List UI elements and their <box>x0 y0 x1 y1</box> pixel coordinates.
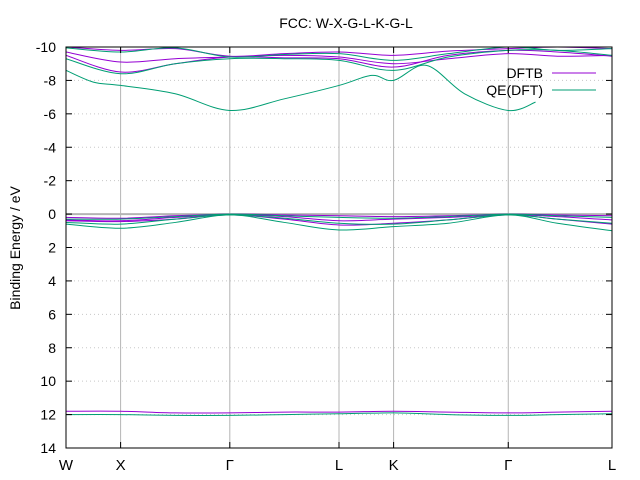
grid <box>66 47 612 448</box>
x-tick-label: L <box>608 457 616 474</box>
y-tick-label: 0 <box>48 206 56 222</box>
band-line <box>66 410 612 414</box>
band-line <box>66 49 612 75</box>
y-tick-label: 10 <box>40 373 56 389</box>
band-line <box>66 214 612 232</box>
x-tick-label: K <box>389 457 399 474</box>
y-tick-label: 4 <box>48 273 56 289</box>
x-tick-label: Γ <box>504 457 512 474</box>
y-axis-label: Binding Energy / eV <box>7 185 23 309</box>
y-tick-label: -4 <box>44 139 57 155</box>
y-tick-label: 6 <box>48 306 56 322</box>
y-tick-label: 12 <box>40 407 56 423</box>
chart-title: FCC: W-X-G-L-K-G-L <box>279 15 413 31</box>
y-tick-label: -2 <box>44 173 57 189</box>
y-tick-label: -6 <box>44 106 57 122</box>
band-line <box>66 412 612 417</box>
series-layer <box>66 47 612 417</box>
y-tick-label: 8 <box>48 340 56 356</box>
ticks: -10 -8 -6 -4 -2 0 2 4 6 8 10 12 14W X Γ L K Γ L <box>36 39 616 474</box>
y-tick-label: 14 <box>40 440 56 456</box>
x-tick-label: W <box>59 457 74 474</box>
band-line <box>66 214 612 225</box>
x-tick-label: Γ <box>226 457 234 474</box>
band-line <box>66 213 612 220</box>
x-tick-label: L <box>335 457 343 474</box>
band-line <box>66 64 536 112</box>
x-tick-label: X <box>116 457 126 474</box>
y-tick-label: -10 <box>36 39 56 55</box>
band-line <box>66 51 612 65</box>
y-tick-label: -8 <box>44 72 57 88</box>
legend-label: QE(DFT) <box>486 82 543 98</box>
legend-label: DFTB <box>506 65 543 81</box>
y-tick-label: 2 <box>48 240 56 256</box>
